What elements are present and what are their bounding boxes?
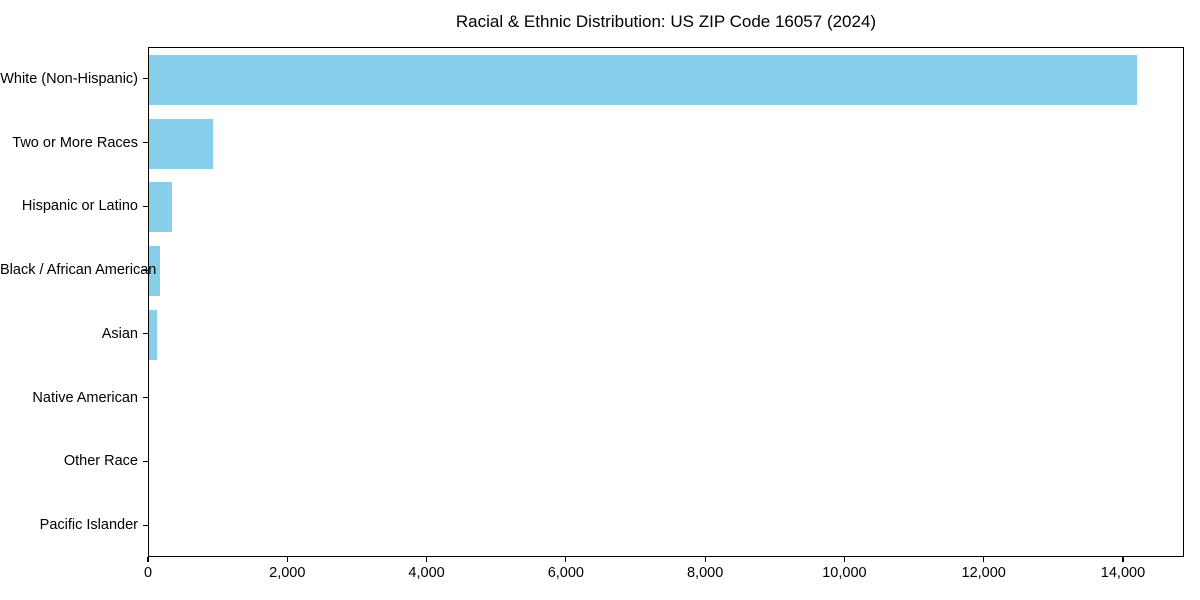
bar-hispanic-or-latino (149, 182, 173, 233)
x-tick-mark (147, 557, 149, 562)
x-tick-label: 14,000 (1100, 565, 1146, 581)
bar-two-or-more-races (149, 118, 214, 169)
x-tick-mark (704, 557, 706, 562)
y-axis-label: Native American (32, 389, 138, 406)
x-tick-label: 2,000 (269, 565, 306, 581)
bar-white-non-hispanic (149, 54, 1138, 105)
x-tick-label: 8,000 (686, 565, 724, 581)
x-tick-label: 6,000 (547, 565, 584, 581)
y-tick-mark (143, 524, 148, 526)
y-axis-label: Two or More Races (12, 134, 138, 151)
y-tick-mark (143, 397, 148, 399)
y-tick-mark (143, 269, 148, 271)
bar-asian (149, 309, 157, 360)
bar-black-african-american (149, 246, 161, 297)
chart-title: Racial & Ethnic Distribution: US ZIP Cod… (455, 12, 877, 31)
x-tick-label: 12,000 (961, 565, 1006, 581)
y-tick-mark (143, 205, 148, 207)
x-tick-mark (983, 557, 985, 562)
x-tick-mark (286, 557, 288, 562)
y-axis-label: Asian (101, 325, 138, 342)
y-tick-mark (143, 460, 148, 462)
y-axis-label: White (Non-Hispanic) (0, 70, 138, 87)
y-tick-mark (143, 142, 148, 144)
plot-area (148, 47, 1184, 557)
x-tick-mark (1122, 557, 1124, 562)
x-tick-mark (843, 557, 845, 562)
x-tick-mark (565, 557, 567, 562)
y-tick-mark (143, 78, 148, 80)
x-tick-label: 4,000 (408, 565, 445, 581)
y-tick-mark (143, 333, 148, 335)
x-tick-label: 0 (143, 565, 153, 581)
y-axis-label: Hispanic or Latino (21, 198, 138, 215)
y-axis-label: Pacific Islander (39, 517, 138, 534)
y-axis-label: Black / African American (0, 262, 157, 279)
y-axis-label: Other Race (63, 453, 138, 470)
x-tick-label: 10,000 (822, 565, 867, 581)
x-tick-mark (425, 557, 428, 562)
